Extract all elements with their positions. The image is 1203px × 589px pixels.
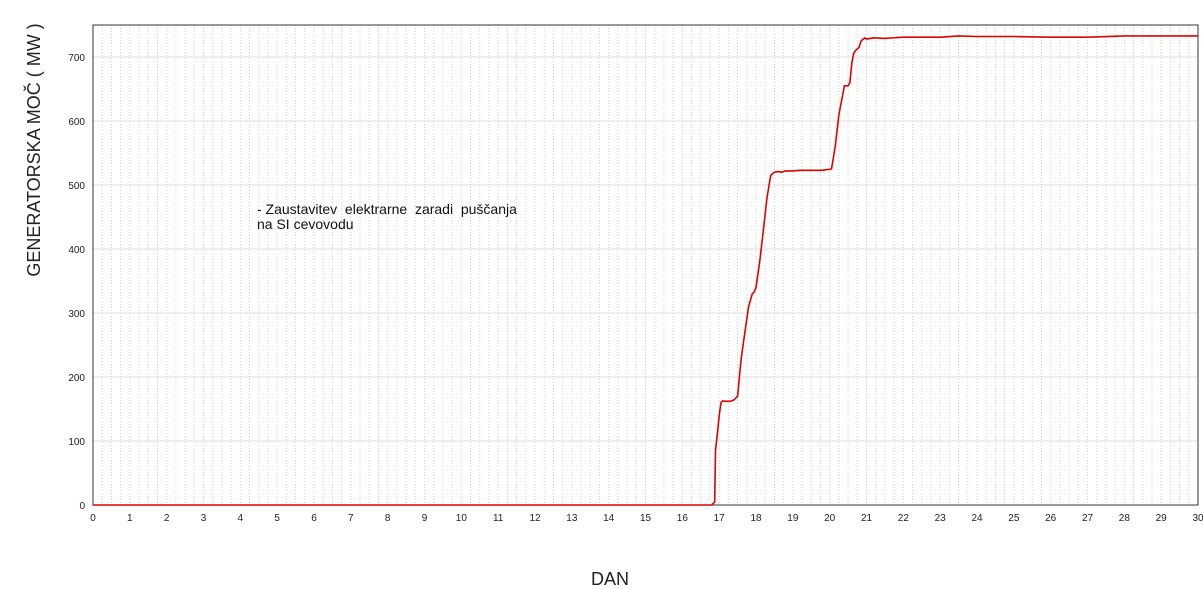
x-tick-label: 11 xyxy=(493,513,504,524)
y-tick-label: 600 xyxy=(68,117,85,128)
y-axis-tick-labels: 0 100 200 300 400 500 600 700 xyxy=(68,53,85,512)
x-tick-label: 19 xyxy=(787,513,799,524)
x-tick-label: 15 xyxy=(640,513,652,524)
annotation-line-1: - Zaustavitev elektrarne zaradi puščanja xyxy=(257,201,517,217)
y-tick-label: 200 xyxy=(68,373,85,384)
x-tick-label: 29 xyxy=(1156,513,1168,524)
y-tick-label: 100 xyxy=(68,437,85,448)
x-tick-label: 8 xyxy=(385,513,391,524)
x-tick-label: 7 xyxy=(348,513,354,524)
series-line xyxy=(93,35,1198,506)
x-tick-label: 9 xyxy=(422,513,428,524)
x-axis-title: DAN xyxy=(591,569,629,589)
x-tick-label: 30 xyxy=(1192,513,1203,524)
x-tick-label: 5 xyxy=(274,513,280,524)
x-tick-label: 10 xyxy=(456,513,468,524)
x-tick-label: 27 xyxy=(1082,513,1094,524)
x-tick-label: 18 xyxy=(750,513,762,524)
x-tick-label: 16 xyxy=(677,513,689,524)
x-tick-label: 1 xyxy=(127,513,133,524)
x-tick-label: 20 xyxy=(824,513,836,524)
x-tick-label: 17 xyxy=(714,513,726,524)
x-tick-label: 26 xyxy=(1045,513,1057,524)
annotation-line-2: na SI cevovodu xyxy=(257,216,354,232)
x-axis-tick-labels: 0 1 2 3 4 5 6 7 8 9 10 11 12 13 14 15 16 17 18 19 20 21 22 23 24… xyxy=(90,513,1203,524)
y-tick-label: 0 xyxy=(79,501,85,512)
x-tick-label: 23 xyxy=(935,513,947,524)
y-tick-label: 300 xyxy=(68,309,85,320)
x-tick-label: 22 xyxy=(898,513,910,524)
y-tick-label: 400 xyxy=(68,245,85,256)
x-tick-label: 3 xyxy=(201,513,207,524)
chart-series xyxy=(93,35,1198,506)
y-tick-label: 700 xyxy=(68,53,85,64)
y-tick-label: 500 xyxy=(68,181,85,192)
x-tick-label: 4 xyxy=(238,513,244,524)
x-tick-label: 13 xyxy=(566,513,578,524)
x-tick-label: 6 xyxy=(311,513,317,524)
x-tick-label: 24 xyxy=(971,513,983,524)
x-tick-label: 0 xyxy=(90,513,96,524)
x-tick-label: 2 xyxy=(164,513,170,524)
x-tick-label: 21 xyxy=(861,513,873,524)
y-axis-title: GENERATORSKA MOČ ( MW ) xyxy=(23,23,44,276)
x-tick-label: 28 xyxy=(1119,513,1131,524)
x-tick-label: 14 xyxy=(603,513,615,524)
x-tick-label: 25 xyxy=(1008,513,1020,524)
x-tick-label: 12 xyxy=(529,513,541,524)
chart-gridlines xyxy=(93,25,1198,505)
